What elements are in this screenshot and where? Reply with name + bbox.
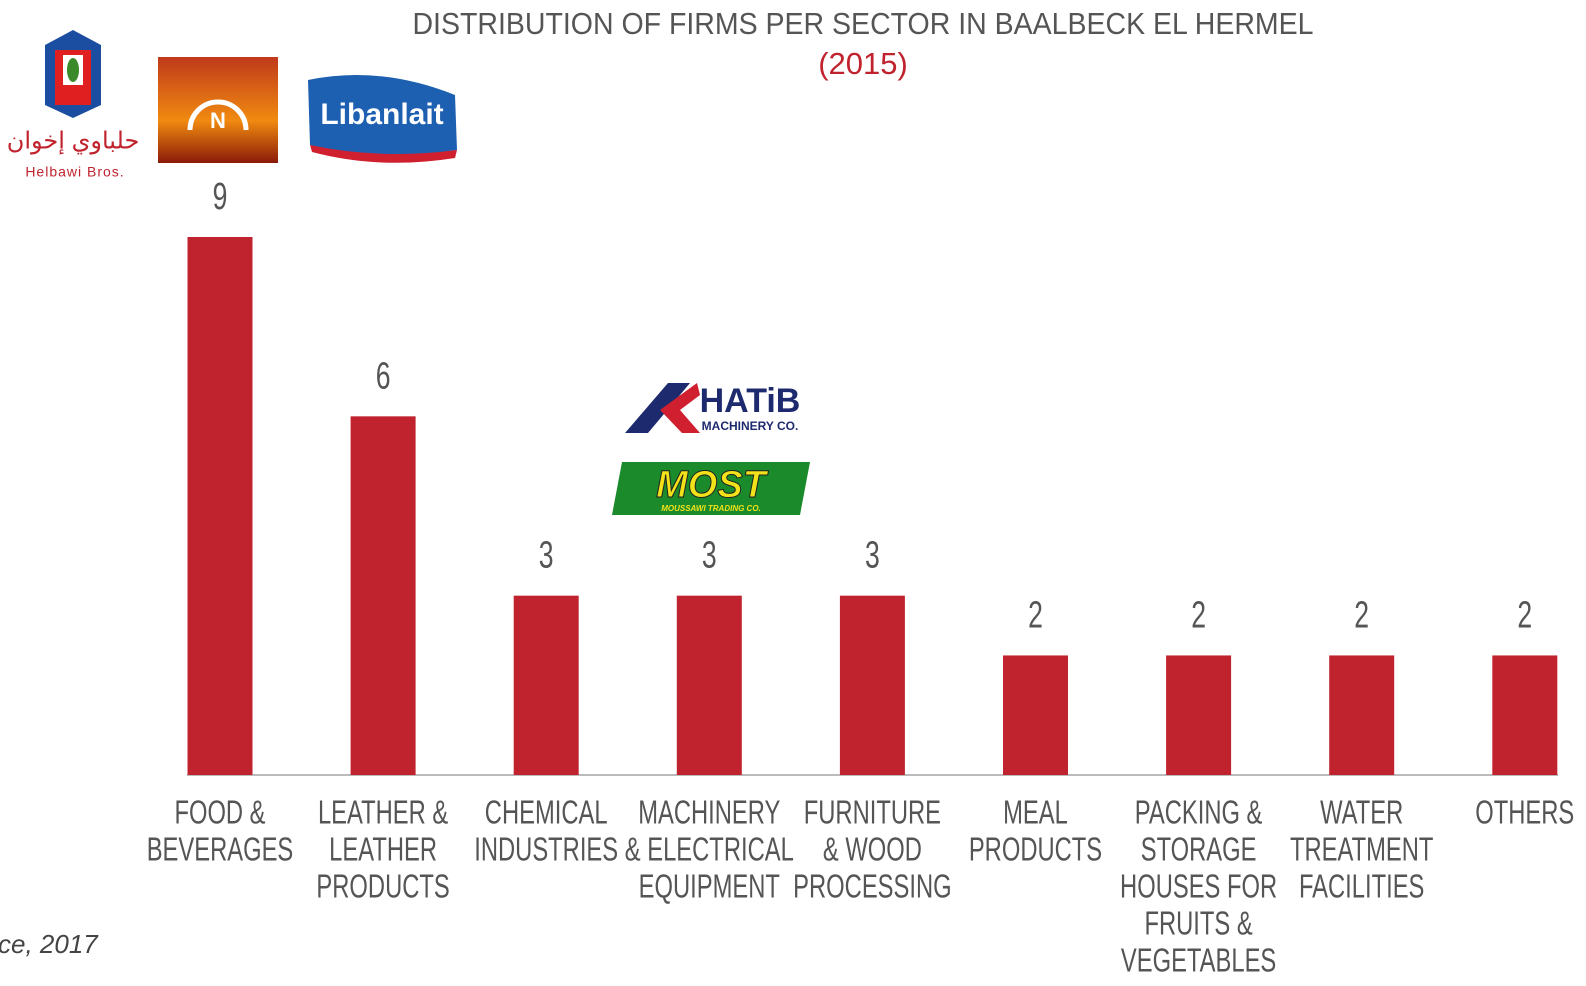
logo-text: MACHINERY CO. <box>702 419 799 433</box>
value-label: 9 <box>213 174 228 217</box>
logo-nour: N <box>158 57 278 163</box>
logo-libanlait: Libanlait <box>308 75 457 163</box>
bar <box>1003 655 1068 775</box>
x-tick-label: EQUIPMENT <box>639 869 780 906</box>
value-label: 3 <box>539 533 554 576</box>
x-tick-label: MEAL <box>1003 795 1068 832</box>
x-tick-label: PROCESSING <box>793 869 951 906</box>
value-label: 2 <box>1028 593 1043 636</box>
value-label: 2 <box>1354 593 1369 636</box>
bar <box>350 416 416 775</box>
logo-text: N <box>210 108 226 133</box>
x-tick-label: & WOOD <box>823 832 922 869</box>
chart-subtitle: (2015) <box>818 46 908 81</box>
logo-text: MOST <box>656 464 769 506</box>
x-tick-label: WATER <box>1320 795 1403 832</box>
x-tick-label: & ELECTRICAL <box>625 832 794 869</box>
x-tick-label: PRODUCTS <box>316 869 449 906</box>
bar <box>676 595 742 775</box>
x-tick-label: TREATMENT <box>1290 832 1433 869</box>
logo-khatib: HATiB MACHINERY CO. <box>625 382 800 433</box>
x-tick-label: FURNITURE <box>804 795 941 832</box>
bar <box>513 595 579 775</box>
x-tick-label: MACHINERY <box>638 795 780 832</box>
chart-title: DISTRIBUTION OF FIRMS PER SECTOR IN BAAL… <box>412 7 1313 41</box>
x-tick-label: PRODUCTS <box>969 832 1102 869</box>
x-tick-label: OTHERS <box>1475 795 1574 832</box>
bar <box>839 595 905 775</box>
value-label: 3 <box>702 533 717 576</box>
x-tick-label: INDUSTRIES <box>474 832 618 869</box>
x-tick-label: FRUITS & <box>1144 906 1252 943</box>
value-label: 3 <box>865 533 880 576</box>
value-label: 2 <box>1191 593 1206 636</box>
x-tick-label: FOOD & <box>174 795 265 832</box>
logo-text: Helbawi Bros. <box>25 164 124 180</box>
x-tick-label: BEVERAGES <box>147 832 294 869</box>
x-tick-label: STORAGE <box>1141 832 1257 869</box>
x-tick-label: FACILITIES <box>1299 869 1424 906</box>
x-tick-label: PACKING & <box>1135 795 1263 832</box>
logo-text: Libanlait <box>320 98 443 131</box>
x-tick-label: HOUSES FOR <box>1120 869 1277 906</box>
x-tick-label: LEATHER & <box>318 795 448 832</box>
logo-text: HATiB <box>700 382 801 420</box>
logo-most: MOST MOUSSAWI TRADING CO. <box>612 462 810 515</box>
logo-helbawi: حلباوي إخوان Helbawi Bros. <box>7 30 140 180</box>
bar <box>1492 655 1558 775</box>
x-tick-label: CHEMICAL <box>485 795 608 832</box>
logo-text: حلباوي إخوان <box>7 127 140 155</box>
bar <box>187 237 253 775</box>
bar <box>1166 655 1232 775</box>
value-label: 6 <box>376 354 391 397</box>
bar <box>1329 655 1395 775</box>
x-tick-label: VEGETABLES <box>1121 943 1276 980</box>
logo-text: MOUSSAWI TRADING CO. <box>661 504 761 513</box>
source-note: ce, 2017 <box>0 929 99 959</box>
x-tick-label: LEATHER <box>329 832 437 869</box>
value-label: 2 <box>1517 593 1532 636</box>
